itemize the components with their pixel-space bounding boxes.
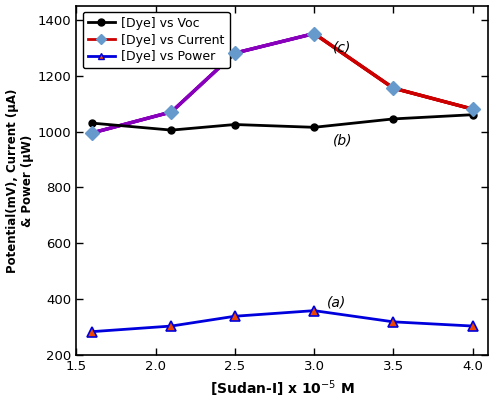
[Dye] vs Voc — [470, 112, 476, 117]
[Dye] vs Power — [89, 329, 95, 334]
[Dye] vs Voc — [168, 128, 174, 132]
[Dye] vs Power — [390, 320, 396, 324]
X-axis label: [Sudan-I] x 10$^{-5}$ M: [Sudan-I] x 10$^{-5}$ M — [210, 379, 355, 399]
[Dye] vs Voc — [89, 121, 95, 126]
[Dye] vs Voc — [311, 125, 317, 130]
[Dye] vs Voc — [390, 117, 396, 121]
[Dye] vs Voc — [232, 122, 238, 127]
Line: [Dye] vs Voc: [Dye] vs Voc — [89, 111, 476, 134]
Text: (b): (b) — [333, 134, 353, 148]
[Dye] vs Power — [232, 314, 238, 319]
Text: (c): (c) — [333, 41, 352, 55]
Text: (a): (a) — [327, 295, 346, 309]
Line: [Dye] vs Power: [Dye] vs Power — [87, 306, 478, 337]
[Dye] vs Power — [311, 308, 317, 313]
[Dye] vs Power — [168, 324, 174, 328]
[Dye] vs Power — [470, 324, 476, 328]
Legend: [Dye] vs Voc, [Dye] vs Current, [Dye] vs Power: [Dye] vs Voc, [Dye] vs Current, [Dye] vs… — [82, 12, 230, 68]
Y-axis label: Potential(mV), Current (μA)
& Power (μW): Potential(mV), Current (μA) & Power (μW) — [5, 88, 34, 273]
